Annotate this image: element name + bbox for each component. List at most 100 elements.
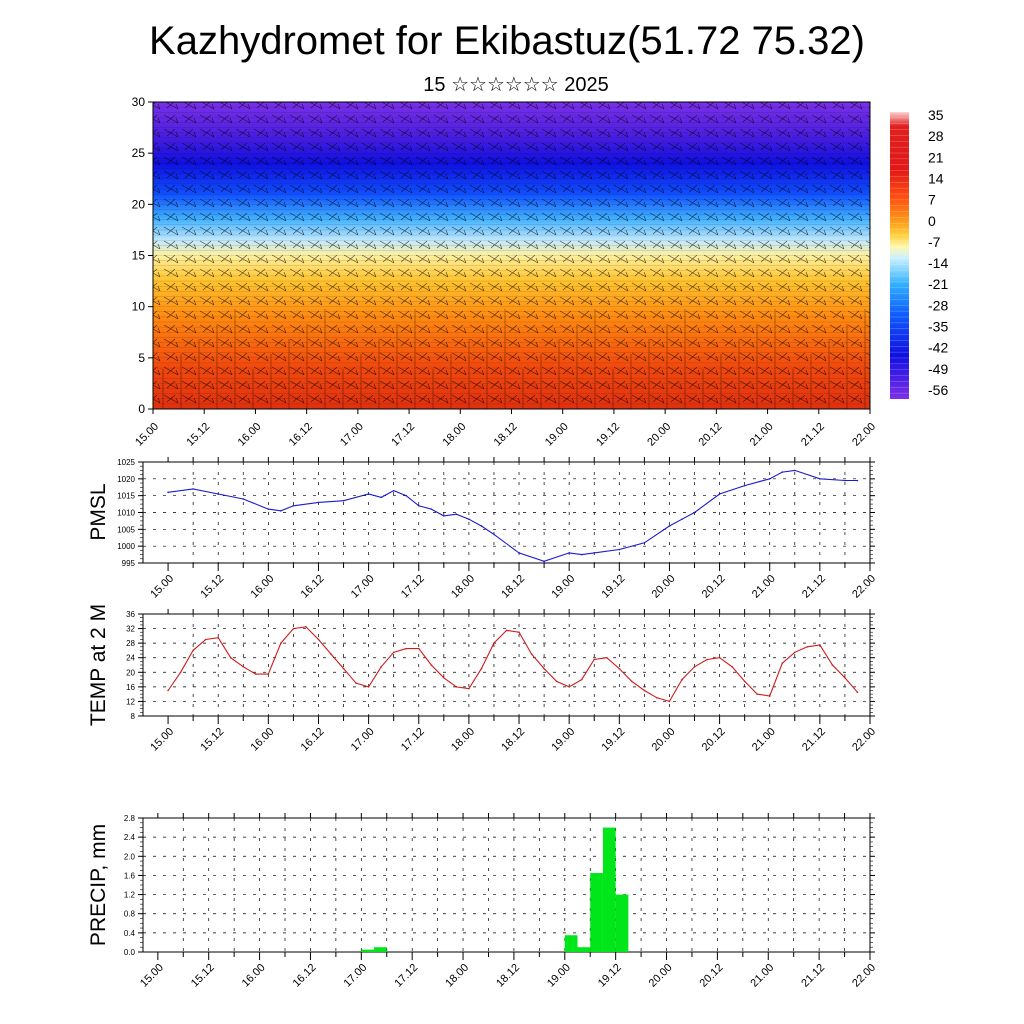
colorbar-label: -21 bbox=[928, 276, 948, 292]
precip-y-tick-label: 1.6 bbox=[124, 871, 136, 880]
temp-data-point bbox=[530, 653, 533, 655]
pmsl-data-point bbox=[292, 504, 295, 507]
temp-data-point bbox=[543, 667, 545, 670]
pmsl-data-point bbox=[392, 489, 395, 492]
temp-data-point bbox=[656, 696, 658, 699]
pmsl-data-point bbox=[342, 499, 345, 502]
temp-x-tick-label: 19.00 bbox=[549, 726, 577, 754]
precip-y-tick-label: 0.8 bbox=[124, 910, 136, 919]
precip-x-tick-label: 15.12 bbox=[189, 962, 217, 990]
precip-bar bbox=[374, 947, 387, 952]
heat-x-tick-label: 15.00 bbox=[133, 421, 161, 449]
pmsl-data-point bbox=[781, 471, 784, 473]
temp-data-point bbox=[781, 662, 784, 664]
precip-x-tick-label: 19.12 bbox=[596, 962, 624, 990]
temp-data-point bbox=[681, 678, 683, 681]
colorbar: 35 28 21 14 7 0 -7 -14 -21 -28 -35 -42 -49 -56 bbox=[890, 107, 948, 399]
temp-data-point bbox=[580, 678, 583, 681]
temp-x-tick-label: 21.00 bbox=[750, 726, 778, 754]
colorbar-label: 21 bbox=[928, 149, 944, 165]
temp-data-point bbox=[242, 666, 245, 668]
pmsl-data-point bbox=[217, 493, 220, 495]
colorbar-label: 28 bbox=[928, 128, 944, 144]
precip-x-tick-label: 18.12 bbox=[494, 962, 522, 990]
temp-data-point bbox=[844, 676, 846, 679]
temp-x-tick-label: 15.12 bbox=[198, 726, 226, 754]
precip-x-tick-label: 22.00 bbox=[850, 962, 878, 990]
pmsl-x-tick-label: 17.12 bbox=[399, 573, 427, 601]
temp-data-point bbox=[731, 666, 733, 668]
precipitation-panel: 0.0 0.4 0.8 1.2 1.6 2.0 2.4 2.8 15.00 15.12 16.00 1… bbox=[87, 813, 878, 990]
pmsl-data-point bbox=[593, 552, 596, 554]
temp-data-point bbox=[806, 645, 809, 648]
temp-data-point bbox=[480, 667, 483, 670]
heat-x-tick-label: 21.12 bbox=[799, 421, 827, 449]
y-tick-label: 25 bbox=[132, 146, 146, 160]
heat-x-tick-label: 22.00 bbox=[850, 421, 878, 449]
precip-y-tick-label: 2.4 bbox=[124, 833, 136, 842]
pmsl-data-point bbox=[480, 525, 483, 527]
pmsl-x-tick-label: 22.00 bbox=[850, 573, 878, 601]
colorbar-label: 35 bbox=[928, 107, 944, 123]
precip-y-tick-label: 2.0 bbox=[124, 852, 136, 861]
temp-data-point bbox=[493, 642, 495, 644]
pmsl-y-tick-label: 1020 bbox=[117, 475, 135, 484]
temp-y-tick-label: 32 bbox=[126, 625, 135, 634]
pmsl-x-tick-label: 17.00 bbox=[349, 573, 377, 601]
precip-bar bbox=[577, 947, 591, 952]
temp-data-point bbox=[167, 689, 169, 692]
temp-data-point bbox=[793, 651, 796, 654]
colorbar-label: -14 bbox=[928, 255, 948, 271]
precip-y-tick-label: 1.2 bbox=[124, 891, 136, 900]
precip-x-tick-label: 20.12 bbox=[698, 962, 726, 990]
heat-x-tick-label: 18.00 bbox=[440, 421, 468, 449]
precip-bar bbox=[590, 873, 603, 952]
temp-data-point bbox=[468, 687, 470, 690]
colorbar-label: -7 bbox=[928, 234, 941, 250]
pmsl-data-point bbox=[668, 525, 671, 527]
cross-section-panel: 0 5 10 15 20 25 30 15.00 15.12 16.00 16.12 17.00 17.… bbox=[132, 95, 878, 449]
heat-x-tick-label: 20.00 bbox=[645, 421, 673, 449]
temp-data-point bbox=[831, 664, 834, 666]
pmsl-x-tick-label: 21.00 bbox=[750, 573, 778, 601]
heat-x-tick-label: 19.12 bbox=[594, 421, 622, 449]
heat-x-tick-label: 18.12 bbox=[492, 421, 520, 449]
precip-frame bbox=[142, 817, 871, 953]
heat-x-tick-label: 21.00 bbox=[748, 421, 776, 449]
temp-y-tick-label: 24 bbox=[126, 654, 135, 663]
precip-x-tick-label: 18.00 bbox=[443, 962, 471, 990]
colorbar-label: 14 bbox=[928, 170, 944, 186]
precip-x-tick-label: 21.00 bbox=[748, 962, 776, 990]
temp-data-point bbox=[405, 647, 408, 650]
temp-x-tick-label: 15.00 bbox=[148, 726, 176, 754]
temp-x-tick-label: 16.12 bbox=[299, 726, 327, 754]
temp-x-tick-label: 16.00 bbox=[249, 726, 277, 754]
pmsl-data-point bbox=[768, 478, 771, 480]
y-tick-label: 30 bbox=[132, 95, 146, 109]
temp-data-point bbox=[593, 658, 596, 661]
temp-data-point bbox=[430, 664, 433, 666]
heat-x-tick-label: 16.00 bbox=[236, 421, 264, 449]
temp-y-tick-label: 36 bbox=[126, 610, 135, 619]
heat-x-tick-label: 17.00 bbox=[338, 421, 366, 449]
colorbar-scale bbox=[890, 112, 909, 399]
pmsl-data-point bbox=[681, 518, 683, 521]
pmsl-data-point bbox=[417, 504, 420, 507]
pmsl-data-point bbox=[167, 491, 169, 494]
temp-y-tick-label: 20 bbox=[126, 668, 135, 677]
colorbar-label: 0 bbox=[928, 213, 936, 229]
y-tick-label: 10 bbox=[132, 300, 146, 314]
temp-data-point bbox=[229, 656, 232, 659]
precip-x-tick-label: 17.12 bbox=[392, 962, 420, 990]
pmsl-y-tick-label: 1015 bbox=[117, 492, 135, 501]
temp-data-point bbox=[819, 644, 821, 646]
pmsl-data-point bbox=[455, 513, 458, 515]
pmsl-y-axis-label: PMSL bbox=[87, 483, 110, 540]
pmsl-data-point bbox=[267, 508, 270, 510]
pmsl-data-point bbox=[242, 498, 245, 500]
temp-y-axis-label: TEMP at 2 M bbox=[87, 604, 110, 726]
precip-x-tick-label: 19.00 bbox=[545, 962, 573, 990]
pmsl-x-tick-label: 19.12 bbox=[599, 573, 627, 601]
temp-data-point bbox=[330, 653, 332, 655]
